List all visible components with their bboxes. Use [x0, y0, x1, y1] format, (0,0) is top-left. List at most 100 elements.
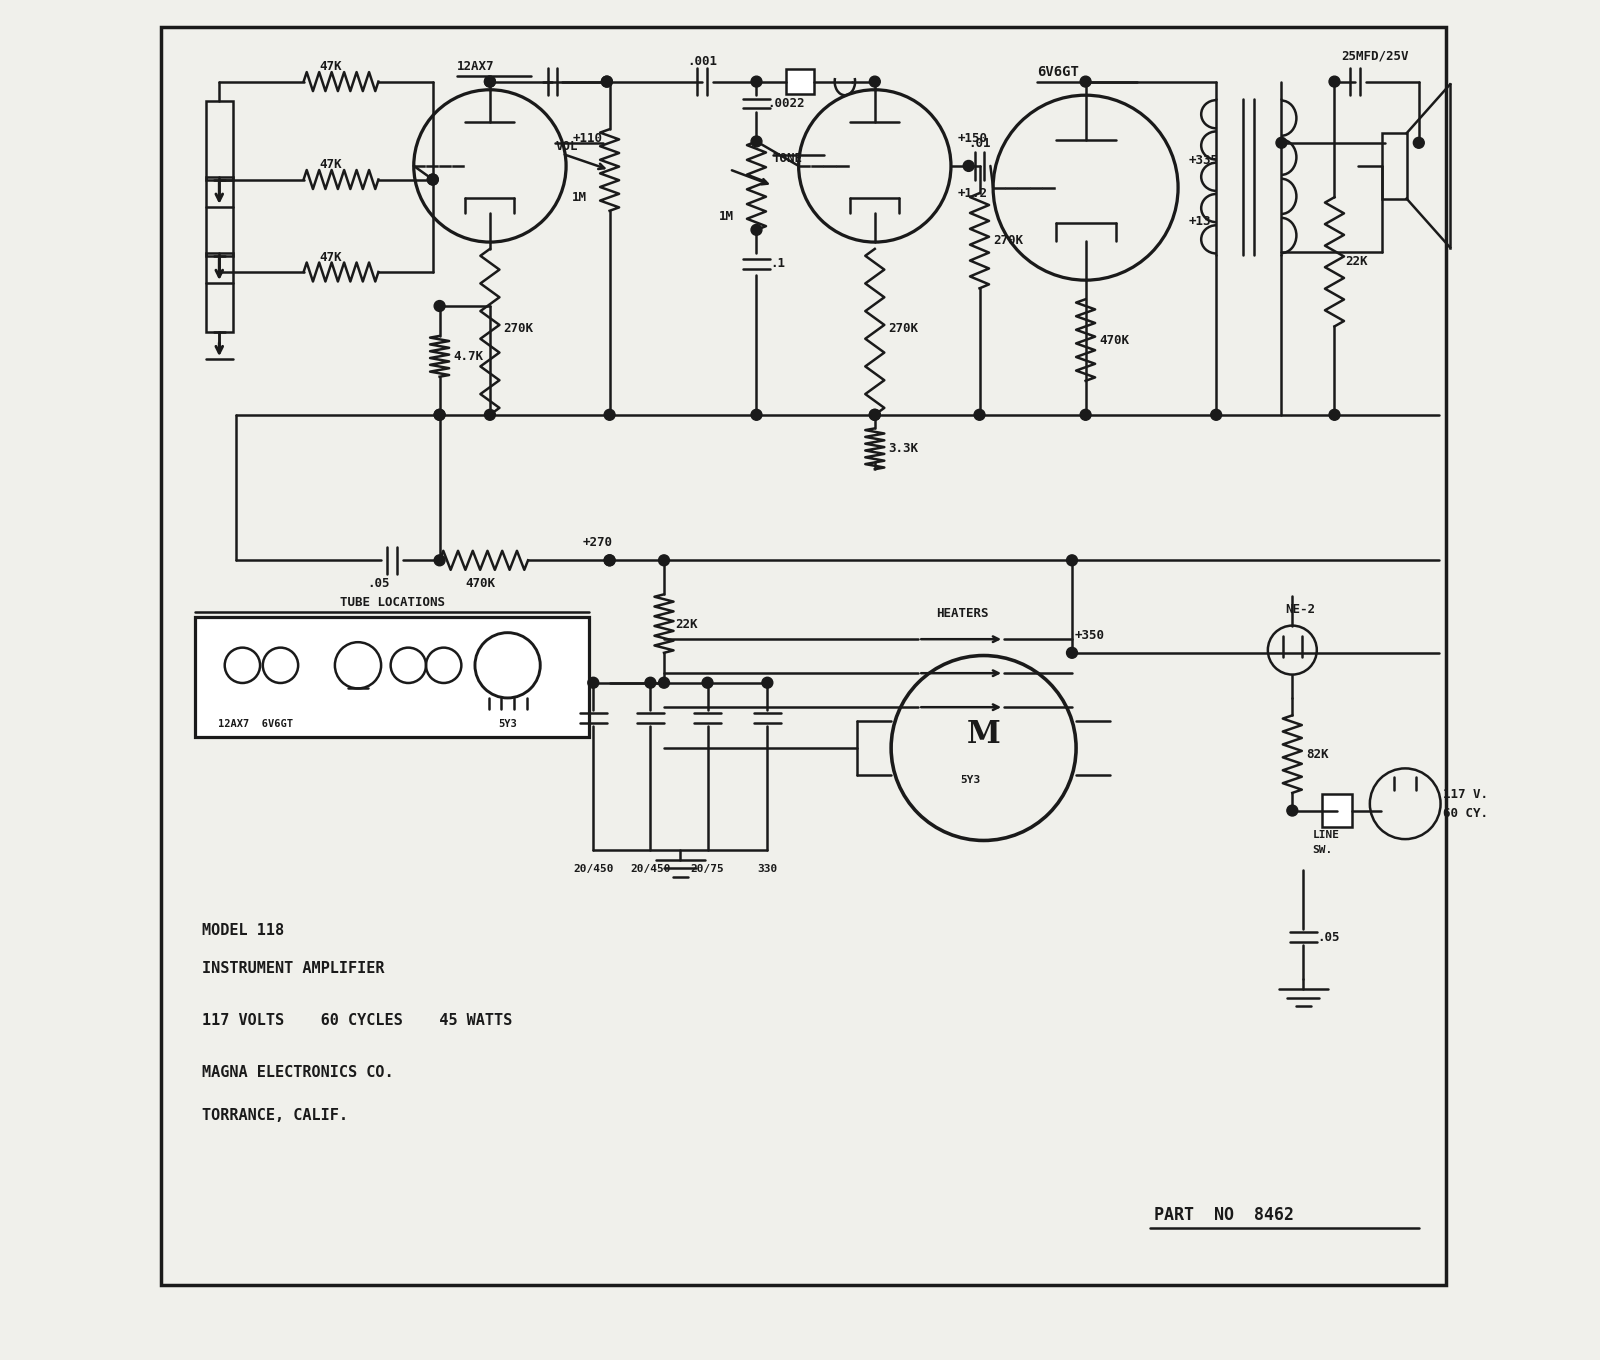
Circle shape — [869, 409, 880, 420]
Text: 20/450: 20/450 — [630, 864, 670, 873]
Circle shape — [434, 301, 445, 311]
Bar — [1382, 133, 1406, 199]
Circle shape — [602, 76, 613, 87]
Text: LINE: LINE — [1312, 830, 1339, 839]
Circle shape — [605, 555, 614, 566]
Text: 47K: 47K — [320, 158, 342, 171]
Text: +350: +350 — [1075, 628, 1104, 642]
Circle shape — [750, 136, 762, 147]
Text: INSTRUMENT AMPLIFIER: INSTRUMENT AMPLIFIER — [202, 962, 384, 976]
Circle shape — [659, 555, 669, 566]
Text: 1M: 1M — [718, 209, 733, 223]
Bar — [195, 617, 589, 737]
Circle shape — [587, 677, 598, 688]
Circle shape — [1211, 409, 1222, 420]
Circle shape — [659, 677, 669, 688]
Text: 47K: 47K — [320, 60, 342, 73]
Text: +110: +110 — [573, 132, 603, 146]
Bar — [206, 177, 234, 256]
Circle shape — [963, 160, 974, 171]
Circle shape — [1067, 647, 1077, 658]
Text: +335: +335 — [1189, 154, 1219, 167]
Circle shape — [1067, 555, 1077, 566]
Circle shape — [485, 76, 496, 87]
Text: 5Y3: 5Y3 — [960, 775, 981, 785]
Text: TORRANCE, CALIF.: TORRANCE, CALIF. — [202, 1108, 347, 1123]
Text: 60 CY.: 60 CY. — [1443, 806, 1488, 820]
Circle shape — [645, 677, 656, 688]
Text: +1.2: +1.2 — [958, 186, 987, 200]
Text: .05: .05 — [366, 577, 390, 590]
Text: 330: 330 — [757, 864, 778, 873]
Circle shape — [427, 174, 438, 185]
Circle shape — [1413, 137, 1424, 148]
Circle shape — [605, 409, 614, 420]
Text: SW.: SW. — [1312, 845, 1333, 854]
Text: 6V6GT: 6V6GT — [1037, 65, 1078, 79]
Text: 117 V.: 117 V. — [1443, 787, 1488, 801]
Circle shape — [702, 677, 714, 688]
Text: 12AX7: 12AX7 — [458, 60, 494, 73]
Text: 270K: 270K — [888, 322, 918, 335]
Text: .001: .001 — [686, 54, 717, 68]
Text: 22K: 22K — [675, 617, 698, 631]
Text: VOL: VOL — [555, 140, 578, 154]
Text: 4.7K: 4.7K — [453, 350, 483, 363]
Text: .05: .05 — [1317, 930, 1339, 944]
Text: TONE: TONE — [773, 152, 803, 166]
Circle shape — [869, 76, 880, 87]
Text: 270K: 270K — [994, 234, 1022, 248]
Circle shape — [1330, 76, 1339, 87]
Text: +150: +150 — [958, 132, 987, 146]
Text: MAGNA ELECTRONICS CO.: MAGNA ELECTRONICS CO. — [202, 1065, 394, 1080]
Text: .01: .01 — [968, 136, 990, 150]
Circle shape — [750, 76, 762, 87]
Circle shape — [1080, 409, 1091, 420]
Text: 470K: 470K — [466, 577, 496, 590]
Text: HEATERS: HEATERS — [936, 607, 989, 620]
Circle shape — [434, 555, 445, 566]
Text: 82K: 82K — [1306, 748, 1328, 762]
Circle shape — [974, 409, 986, 420]
Circle shape — [602, 76, 613, 87]
Circle shape — [434, 409, 445, 420]
Text: NE-2: NE-2 — [1285, 602, 1315, 616]
Text: +270: +270 — [582, 536, 613, 549]
Text: .0022: .0022 — [768, 97, 805, 110]
Circle shape — [750, 224, 762, 235]
Bar — [1322, 794, 1352, 827]
Text: 117 VOLTS    60 CYCLES    45 WATTS: 117 VOLTS 60 CYCLES 45 WATTS — [202, 1013, 512, 1028]
Text: 3.3K: 3.3K — [888, 442, 918, 456]
Bar — [787, 69, 814, 94]
Text: 20/75: 20/75 — [691, 864, 725, 873]
Circle shape — [1330, 409, 1339, 420]
Circle shape — [869, 409, 880, 420]
Text: 5Y3: 5Y3 — [498, 719, 517, 729]
Circle shape — [750, 409, 762, 420]
Text: +13: +13 — [1189, 215, 1211, 228]
Text: PART  NO  8462: PART NO 8462 — [1154, 1206, 1293, 1224]
Text: M: M — [966, 719, 1000, 749]
Circle shape — [485, 76, 496, 87]
Text: 1M: 1M — [571, 190, 587, 204]
Text: 25MFD/25V: 25MFD/25V — [1341, 49, 1408, 63]
Text: 470K: 470K — [1099, 333, 1130, 347]
Bar — [206, 101, 234, 180]
Circle shape — [1277, 137, 1286, 148]
Text: 270K: 270K — [504, 322, 533, 335]
Text: MODEL 118: MODEL 118 — [202, 923, 283, 938]
Circle shape — [485, 409, 496, 420]
Text: .1: .1 — [770, 257, 786, 271]
Circle shape — [427, 174, 438, 185]
Text: 20/450: 20/450 — [573, 864, 613, 873]
Circle shape — [762, 677, 773, 688]
Text: 22K: 22K — [1346, 254, 1368, 268]
Text: 12AX7  6V6GT: 12AX7 6V6GT — [219, 719, 293, 729]
Circle shape — [605, 555, 614, 566]
Circle shape — [1286, 805, 1298, 816]
Text: 47K: 47K — [320, 250, 342, 264]
Circle shape — [434, 409, 445, 420]
Circle shape — [1080, 76, 1091, 87]
Text: TUBE LOCATIONS: TUBE LOCATIONS — [339, 596, 445, 609]
Bar — [206, 253, 234, 332]
